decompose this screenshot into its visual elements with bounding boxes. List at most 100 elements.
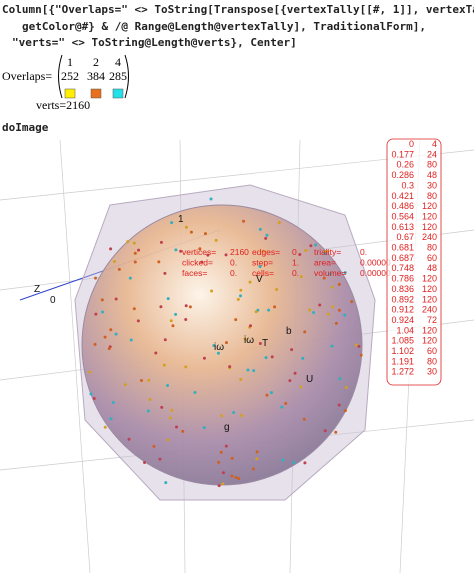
vertex-dot [221, 471, 225, 475]
table-cell: 0.786 [391, 274, 414, 284]
table-cell: 0.3 [401, 180, 414, 190]
matrix-cell: 1 [67, 55, 73, 69]
vertex-dot [255, 450, 259, 454]
table-cell: 120 [422, 325, 437, 335]
vertex-dot [303, 461, 307, 465]
vertex-dot [242, 219, 246, 223]
matrix: 1 2 4 252 384 285 [61, 55, 127, 99]
info-text: area= [314, 258, 336, 268]
vertex-dot [89, 392, 93, 396]
vertex-dot [293, 371, 297, 375]
vertex-dot [230, 474, 234, 478]
table-cell: 0.892 [391, 294, 414, 304]
vertex-dot [109, 328, 113, 332]
info-text: 2160 [230, 247, 249, 257]
table-cell: 240 [422, 232, 437, 242]
table-cell: 48 [427, 263, 437, 273]
graphic: vertices= 2160 edges= 0 triality= 0. clicked= 0… [0, 138, 474, 573]
table-cell: 0.687 [391, 253, 414, 263]
table-cell: 240 [422, 305, 437, 315]
vertex-dot [203, 232, 207, 236]
color-swatch [90, 88, 102, 99]
vertex-dot [219, 450, 223, 454]
vertex-dot [273, 305, 277, 309]
vertex-dot [308, 308, 312, 312]
vertex-dot [314, 243, 318, 247]
info-text: edges= [252, 247, 280, 257]
vertex-dot [160, 405, 164, 409]
vertex-dot [224, 253, 228, 257]
info-text: 0. [230, 268, 237, 278]
vertex-dot [265, 393, 269, 397]
info-text: cells= [252, 268, 274, 278]
vertex-dot [188, 305, 192, 309]
vertex-dot [88, 370, 92, 374]
label: 0 [50, 295, 56, 306]
vertex-dot [298, 252, 302, 256]
vertex-dot [267, 308, 271, 312]
vertex-dot [354, 343, 358, 347]
vertex-dot [103, 425, 107, 429]
vertex-dot [258, 265, 262, 269]
vertex-dot [107, 347, 111, 351]
vertex-dot [234, 476, 238, 480]
vertex-dot [224, 444, 228, 448]
vertex-dot [216, 351, 220, 355]
vertex-dot [109, 417, 113, 421]
matrix-bracket [58, 54, 63, 99]
vertex-dot [210, 289, 214, 293]
vertex-dot [326, 312, 330, 316]
vertex-dot [359, 353, 363, 357]
color-swatch [64, 88, 76, 99]
info-text: triality= [314, 247, 341, 257]
vertex-dot [234, 318, 238, 322]
vertex-dot [100, 298, 104, 302]
vertex-dot [202, 356, 206, 360]
vertex-dot [132, 307, 136, 311]
vertex-dot [331, 305, 335, 309]
table-cell: 0.286 [391, 170, 414, 180]
vertex-dot [292, 461, 296, 465]
info-text: 0. [360, 247, 367, 257]
vertex-dot [334, 430, 338, 434]
info-text: clicked= [182, 258, 213, 268]
label: iω [244, 335, 254, 346]
info-text: 0 [292, 247, 297, 257]
vertex-dot [114, 332, 118, 336]
label: iω [214, 342, 224, 353]
vertex-dot [330, 344, 334, 348]
vertex-dot [251, 467, 255, 471]
vertex-dot [357, 344, 361, 348]
vertex-dot [109, 247, 113, 251]
vertex-dot [228, 365, 232, 369]
matrix-cell: 2 [93, 55, 99, 69]
color-swatch [112, 88, 124, 99]
vertex-dot [174, 312, 178, 316]
vertex-dot [159, 240, 163, 244]
vertex-dot [93, 342, 97, 346]
vertex-dot [184, 304, 188, 308]
vertex-dot [217, 460, 221, 464]
vertex-dot [239, 413, 243, 417]
vertex-dot [164, 481, 168, 485]
vertex-dot [343, 271, 347, 275]
vertex-dot [230, 456, 234, 460]
table-cell: 120 [422, 201, 437, 211]
vertex-dot [255, 457, 259, 461]
vertex-dot [254, 310, 258, 314]
vertex-dot [301, 356, 305, 360]
table-cell: 60 [427, 253, 437, 263]
vertex-dot [304, 249, 308, 253]
vertex-dot [275, 287, 279, 291]
vertex-dot [166, 438, 170, 442]
label: g [224, 422, 230, 433]
table-cell: 80 [427, 191, 437, 201]
vertex-dot [179, 249, 183, 253]
table-cell: 30 [427, 367, 437, 377]
table-cell: 120 [422, 336, 437, 346]
vertex-dot [323, 429, 327, 433]
vertex-dot [114, 297, 118, 301]
vertex-dot [184, 318, 188, 322]
